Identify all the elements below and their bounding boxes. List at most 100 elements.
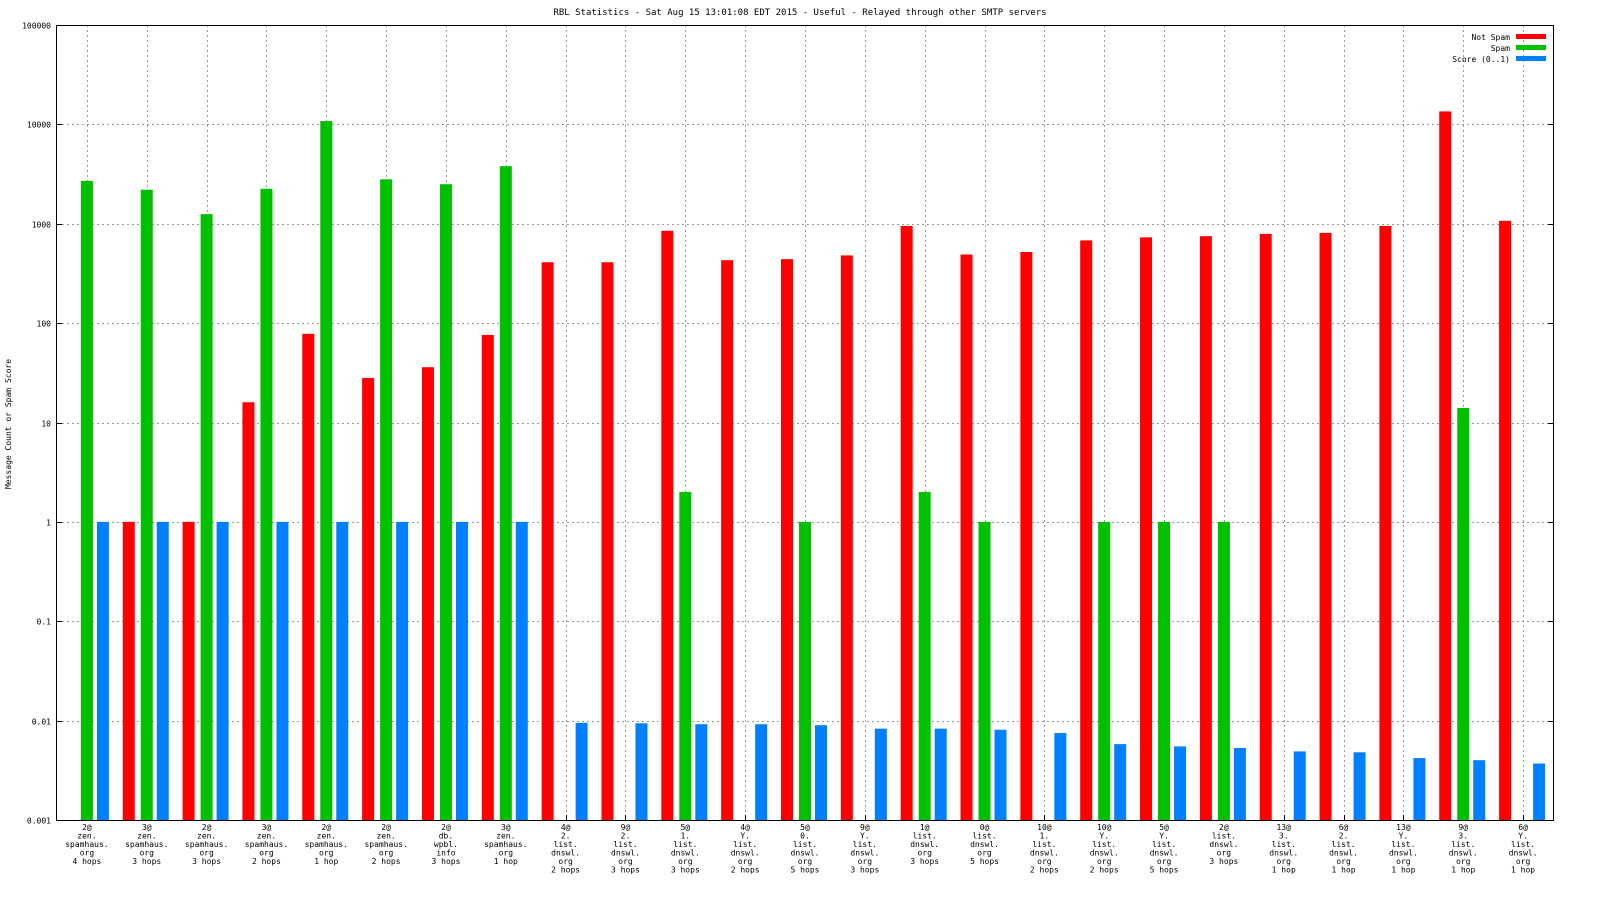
bar-spam [1158,521,1171,820]
bar-score-0-1 [515,521,528,820]
bar-not-spam [122,521,135,820]
x-category-label-line: dnswl. [731,849,760,858]
x-category-label-line: 13@ [1396,823,1411,832]
bars [80,111,1546,821]
x-category-label: 2@ zen. spamhaus. org 3 hops [185,823,228,866]
x-category-label-line: 5@ [680,823,690,832]
y-tick-label: 10000 [27,121,51,130]
y-axis-ticks: 0.001 0.01 0.1 1 10 100 1000 10000 100000 [22,22,1553,826]
x-category-label-line: org [917,849,932,858]
x-category-label-line: org [738,857,753,866]
x-category-label-line: Y. [1099,832,1109,841]
bar-spam [80,180,93,820]
x-category-label-line: org [140,849,155,858]
x-category-label-line: list. [613,840,637,849]
x-category-label-line: list. [554,840,578,849]
x-category-label: 9@ 3. list. dnswl. org 1 hop [1449,823,1478,875]
legend-swatch [1516,45,1546,50]
x-category-label-line: 1 hop [314,857,338,866]
x-category-label: 10@ Y. list. dnswl. org 2 hops [1090,823,1119,875]
x-category-label-line: org [618,857,633,866]
bar-score-0-1 [156,521,169,820]
x-category-label-line: spamhaus. [484,840,527,849]
bar-score-0-1 [755,724,768,820]
x-category-label-line: Y. [1518,832,1528,841]
bar-spam [918,491,931,820]
x-category-label-line: org [80,849,95,858]
bar-score-0-1 [874,728,887,820]
bar-spam [439,184,452,820]
x-category-label-line: org [499,849,514,858]
x-category-label-line: 13@ [1276,823,1291,832]
x-category-label-line: dnswl. [611,849,640,858]
bar-spam [679,491,692,820]
bar-score-0-1 [1293,751,1306,820]
x-category-label-line: 3 hops [611,866,640,875]
x-category-label: 2@ db. wpbl. info 3 hops [432,823,461,866]
x-category-label-line: 2 hops [1030,866,1059,875]
x-category-label-line: Y. [1399,832,1409,841]
legend-label: Spam [1491,44,1510,53]
x-category-label-line: spamhaus. [185,840,228,849]
x-category-label-line: 3 hops [432,857,461,866]
x-category-label-line: list. [1272,840,1296,849]
bar-not-spam [481,334,494,820]
x-category-label: 3@ zen. spamhaus. org 3 hops [125,823,168,866]
x-category-label-line: db. [439,832,453,841]
x-category-label-line: zen. [77,832,96,841]
bar-not-spam [1140,237,1153,821]
x-category-label-line: org [379,849,394,858]
x-category-label-line: list. [733,840,757,849]
x-category-label-line: 1@ [920,823,930,832]
bar-score-0-1 [96,521,109,820]
x-category-label: 2@ zen. spamhaus. org 4 hops [65,823,108,866]
bar-not-spam [242,402,255,820]
x-category-label-line: 9@ [1458,823,1468,832]
x-category-label-line: dnswl. [791,849,820,858]
bar-spam [200,214,213,820]
x-category-label: 6@ Y. list. dnswl. org 1 hop [1509,823,1538,875]
y-axis-label: Message Count or Spam Score [4,359,13,489]
x-category-label-line: 6@ [1518,823,1528,832]
x-category-label-line: zen. [137,832,156,841]
x-category-label-line: 2@ [82,823,92,832]
bar-spam [140,189,153,820]
x-category-label-line: org [1456,857,1471,866]
bar-score-0-1 [1413,758,1426,820]
x-category-label-line: info [436,849,455,858]
x-category-label-line: list. [1391,840,1415,849]
x-axis-labels: 2@ zen. spamhaus. org 4 hops 3@ zen. spamhaus. o… [65,823,1537,875]
x-category-label-line: dnswl. [1269,849,1298,858]
bar-not-spam [1259,233,1272,820]
legend-swatch [1516,56,1546,61]
y-tick-label: 100 [37,320,52,329]
bar-not-spam [362,378,375,820]
x-category-label-line: list. [913,832,937,841]
bar-spam [1217,521,1230,820]
bar-score-0-1 [1054,733,1067,820]
y-tick-label: 1000 [32,221,51,230]
x-category-label-line: dnswl. [1509,849,1538,858]
x-category-label-line: 5 hops [791,866,820,875]
x-category-label-line: dnswl. [910,840,939,849]
x-category-label: 10@ 1. list. dnswl. org 2 hops [1030,823,1059,875]
x-category-label-line: spamhaus. [305,840,348,849]
x-category-label-line: 2 hops [731,866,760,875]
x-category-label-line: org [1097,857,1112,866]
bar-score-0-1 [216,521,229,820]
x-category-label-line: list. [853,840,877,849]
x-category-label-line: 2@ [381,823,391,832]
x-category-label-line: 0. [800,832,810,841]
x-category-label-line: zen. [376,832,395,841]
x-category-label-line: wpbl. [434,840,458,849]
x-category-label-line: zen. [197,832,216,841]
bar-not-spam [1319,232,1332,820]
bar-score-0-1 [1174,746,1187,820]
x-category-label: 5@ 1. list. dnswl. org 3 hops [671,823,700,875]
x-category-label-line: dnswl. [1090,849,1119,858]
x-category-label: 4@ Y. list. dnswl. org 2 hops [731,823,760,875]
x-category-label-line: 5@ [1159,823,1169,832]
bar-not-spam [182,521,195,820]
y-tick-label: 0.01 [32,718,51,727]
